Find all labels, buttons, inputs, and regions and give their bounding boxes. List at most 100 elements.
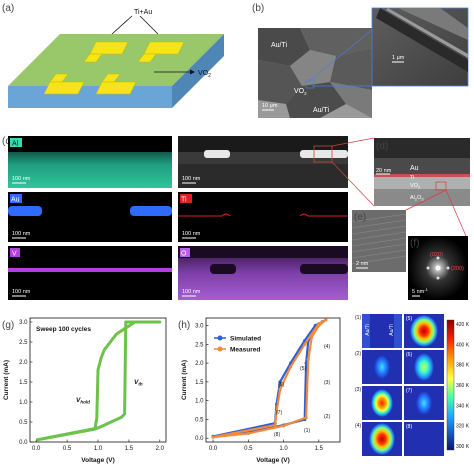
thermal-num-2: (2) [355, 351, 361, 357]
point-label-3: (3) [324, 380, 330, 386]
map-v-scale: 100 nm [12, 289, 31, 295]
thermal-cell-labels: (1) (2) (3) (4) [355, 315, 361, 429]
plot-h-frame [205, 317, 341, 443]
thermal-cell-labels-right: (5) (6) (7) (8) [406, 316, 412, 430]
panel-e-label: (e) [354, 212, 366, 223]
plot-h-point-1-12 [274, 410, 279, 414]
layer-al2o3: Al2O3 [410, 195, 424, 202]
plot-h-point-1-13 [273, 423, 277, 427]
plot-g-ytick-0: 0.0 [19, 440, 28, 446]
plot-h-xtick-2: 1.0 [279, 446, 288, 452]
plot-h-point-1-4 [306, 357, 310, 361]
panel-h: (h) 0.0 0.5 1.0 1.5 0.0 0.5 1.0 1.5 2.0 2.5 3.0 Vo… [178, 317, 341, 464]
plot-h-point-1-5 [310, 335, 314, 339]
panel-h-label: (h) [178, 320, 190, 331]
plot-g-xlabel: Voltage (V) [81, 457, 114, 464]
sem-scale-text: 10 μm [262, 103, 278, 109]
map-au [8, 192, 172, 242]
plot-h-xtick-3: 1.5 [315, 446, 324, 452]
hrtem-scale: 2 nm [356, 261, 369, 267]
point-label-1: (1) [304, 428, 310, 434]
colorbar-tick-5: 320 K [456, 424, 470, 430]
map-v [8, 246, 172, 300]
fft-scale: 5 nm-1 [412, 287, 429, 295]
fft-center-spot [435, 265, 441, 271]
plot-g-vhold: Vhold [76, 397, 90, 405]
thermal-num-5: (5) [406, 316, 412, 322]
plot-g-ytick-1: 0.5 [19, 420, 28, 426]
fft-spot-020: (020) [430, 252, 443, 258]
thermal-num-6: (6) [406, 352, 412, 358]
plot-h-point-1-10 [289, 365, 293, 369]
plot-g-ytick-6: 3.0 [19, 320, 28, 326]
map-ti [178, 192, 348, 242]
substrate-label: VO2 [198, 70, 211, 79]
plot-h-legend: Simulated Measured [214, 335, 261, 354]
point-label-4: (4) [324, 344, 330, 350]
layer-vo2: VO2 [410, 183, 421, 190]
panel-g: (g) 0.0 0.5 1.0 1.5 2.0 0.0 0.5 1.0 1.5 2.0 2.5 3.0… [2, 317, 167, 464]
zoom-box [305, 79, 315, 89]
map-ti-scale: 100 nm [182, 231, 201, 237]
colorbar-tick-0: 420 K [456, 322, 470, 328]
plot-h-ytick-0: 0.0 [195, 436, 204, 442]
panel-c: (c) Al 100 nm Au 100 nm V 100 nm 100 nm [2, 136, 348, 300]
plot-g-ylabel: Current (mA) [3, 360, 10, 400]
electrode-arrow-1 [111, 15, 133, 35]
plot-h-ticks: 0.0 0.5 1.0 1.5 0.0 0.5 1.0 1.5 2.0 2.5 3.0 [195, 324, 324, 452]
haadf-zoom-box [313, 145, 333, 163]
panel-g-label: (g) [2, 320, 14, 331]
plot-h-point-1-8 [317, 322, 321, 326]
thermal-num-4: (4) [355, 423, 361, 429]
sem-label-vo2: VO2 [294, 88, 307, 96]
panel-b: (b) Au/Ti VO2 Au/Ti 10 μm 1 μm [252, 3, 469, 118]
thermal-num-1: (1) [355, 315, 361, 321]
plot-g-series-0 [35, 320, 162, 442]
plot-g-ytick-4: 2.0 [19, 360, 28, 366]
plot-h-ylabel: Current (mA) [181, 360, 188, 400]
plot-h-point-1-14 [211, 435, 215, 439]
map-al-label: Al [12, 141, 19, 148]
legend-simulated: Simulated [230, 336, 261, 343]
legend-measured: Measured [230, 347, 260, 354]
map-haadf-scale: 100 nm [182, 176, 201, 182]
point-label-7: (7) [276, 410, 282, 416]
plot-h-point-1-3 [304, 415, 308, 420]
panel-a: (a) Ti+Au VO2 [2, 3, 224, 108]
point-label-2: (2) [324, 414, 330, 420]
plot-h-ytick-2: 1.0 [195, 399, 204, 405]
panel-a-label: (a) [2, 3, 14, 14]
plot-h-point-1-7 [324, 318, 328, 322]
inset-scale-text: 1 μm [392, 55, 405, 61]
plot-h-point-0-4 [304, 361, 308, 365]
panel-d-label: (d) [376, 141, 388, 152]
plot-h-series [211, 318, 328, 439]
substrate-side [172, 34, 224, 108]
tem-zoom-box [435, 181, 447, 191]
electrode-arrow-2 [139, 15, 159, 35]
map-o-scale: 100 nm [182, 289, 201, 295]
thermal-label-au-ti-1: Au/Ti [365, 324, 371, 335]
panel-d: (d) Au Ti VO2 Al2O3 20 nm [331, 137, 470, 207]
plot-g-xtick-1: 0.5 [63, 446, 72, 452]
map-v-label: V [12, 251, 17, 258]
plot-h-point-1-2 [281, 424, 286, 428]
colorbar-tick-1: 400 K [456, 342, 470, 348]
plot-g-xtick-0: 0.0 [32, 446, 41, 452]
colorbar-tick-4: 340 K [456, 403, 470, 409]
colorbar-tick-3: 360 K [456, 383, 470, 389]
plot-h-ytick-6: 3.0 [195, 324, 204, 330]
electrodes [43, 41, 185, 95]
plot-g-ytick-3: 1.5 [19, 380, 28, 386]
tem-scale: 20 nm [376, 168, 392, 174]
plot-g-ytick-2: 1.0 [19, 400, 28, 406]
plot-h-xlabel: Voltage (V) [256, 457, 289, 464]
colorbar-tick-6: 300 K [456, 444, 470, 450]
sem-label-au-ti-2: Au/Ti [313, 107, 330, 114]
panel-i: Au/Ti Au/Ti (1) (2) (3) (4) (5) ( [355, 314, 470, 456]
plot-h-ytick-4: 2.0 [195, 361, 204, 367]
plot-h-xtick-1: 0.5 [244, 446, 253, 452]
substrate-front [8, 86, 172, 108]
lattice-fringes [351, 213, 407, 265]
point-label-8: (8) [274, 432, 280, 438]
